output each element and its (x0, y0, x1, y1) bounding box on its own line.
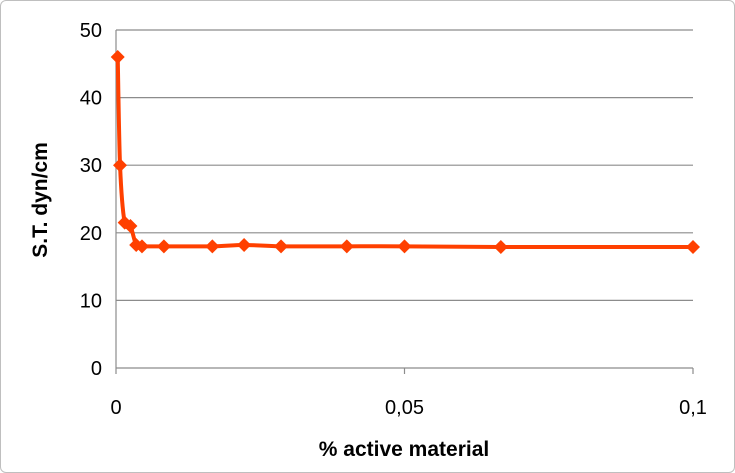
y-tick-label-2: 20 (80, 223, 102, 245)
data-point-13 (686, 239, 700, 254)
data-point-5 (134, 239, 149, 254)
series-group (110, 50, 700, 254)
y-tick-label-1: 10 (80, 290, 102, 312)
data-point-3 (123, 219, 138, 234)
data-point-10 (339, 239, 354, 254)
x-tick-label-2: 0,1 (679, 397, 707, 419)
x-axis-title: % active material (319, 438, 489, 461)
data-point-1 (113, 158, 128, 173)
y-tick-label-5: 50 (80, 20, 102, 42)
gridlines (116, 29, 693, 301)
data-point-6 (156, 239, 171, 254)
data-point-11 (397, 239, 412, 254)
y-tick-label-3: 30 (80, 155, 102, 177)
data-point-0 (110, 50, 125, 65)
data-point-8 (237, 237, 252, 252)
series-line-0 (115, 56, 694, 250)
y-tick-label-0: 0 (91, 358, 102, 380)
data-point-7 (205, 239, 220, 254)
y-tick-labels: 0 10 20 30 40 50 (80, 20, 102, 380)
data-point-12 (493, 239, 508, 254)
data-point-9 (274, 239, 289, 254)
y-tick-label-4: 40 (80, 88, 102, 110)
x-tick-label-1: 0,05 (385, 397, 424, 419)
y-axis-title: S.T. dyn/cm (29, 142, 52, 258)
axes (115, 30, 694, 374)
x-tick-labels: 0 0,05 0,1 (110, 397, 706, 419)
x-tick-label-0: 0 (110, 397, 121, 419)
